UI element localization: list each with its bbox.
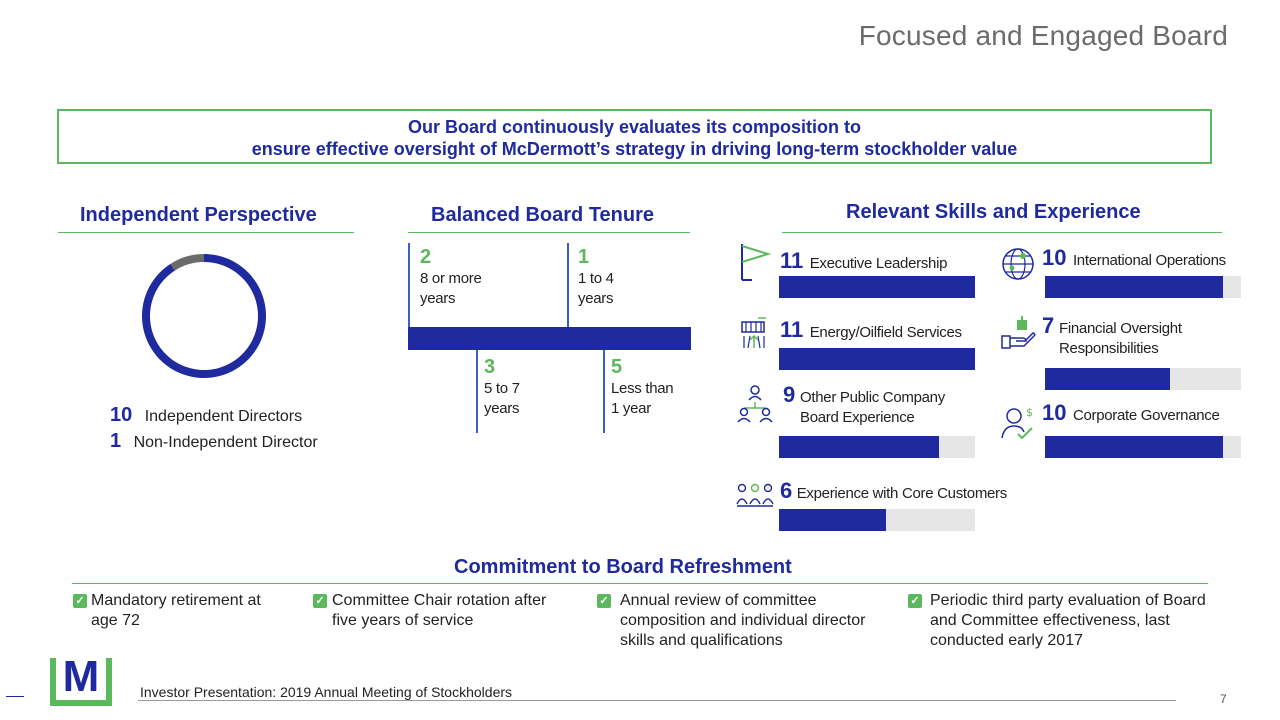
independence-donut-chart [141,254,266,378]
person-check-icon: $ [1000,404,1036,442]
hand-money-icon [1000,316,1038,350]
skill-count: 11 [780,248,804,273]
tenure-connector [408,243,410,327]
skill-bar-track [1045,368,1241,390]
footer-rule [138,700,1176,701]
tenure-count: 3 [484,356,496,378]
skill-bar-fill [1045,368,1170,390]
skill-count: 11 [780,317,804,342]
skill-label-row: 11 Energy/Oilfield Services [780,317,962,343]
skill-count: 10 [1042,400,1067,425]
skill-bar-fill [1045,436,1224,458]
skill-bar-track [779,348,975,370]
skill-bar-fill [779,348,975,370]
skill-bar-fill [1045,276,1224,298]
tenure-connector [476,350,478,433]
skill-bar-track [1045,276,1241,298]
tenure-heading: Balanced Board Tenure [431,204,655,226]
tenure-connector [603,350,605,433]
skill-label: Experience with Core Customers [796,485,1008,502]
skill-bar-fill [779,276,975,298]
tenure-item-1to4: 1 1 to 4 years [578,246,678,309]
legend-independent: 10 Independent Directors [110,404,302,427]
tenure-count: 1 [578,246,590,268]
check-icon: ✓ [908,594,922,608]
independent-label: Independent Directors [144,408,303,425]
skill-label: Executive Leadership [809,255,948,272]
tenure-rule [408,232,690,233]
company-logo: M [50,652,112,706]
tenure-count: 5 [611,356,623,378]
skill-bar-track [779,509,975,531]
skill-label: Energy/Oilfield Services [809,324,962,341]
skill-label: International Operations [1072,252,1226,269]
skill-count: 6 [780,478,793,503]
skill-bar-track [779,276,975,298]
skill-label-row: 11 Executive Leadership [780,248,947,274]
skill-label: Other Public Company Board Experience [800,389,945,426]
org-chart-icon [736,384,774,424]
tenure-item-5to7: 3 5 to 7 years [484,356,584,419]
banner-line-1: Our Board continuously evaluates its com… [407,117,862,137]
tenure-label: 1 to 4 years [578,270,614,307]
refreshment-item: Mandatory retirement at age 72 [91,592,261,629]
summary-banner: Our Board continuously evaluates its com… [57,109,1212,164]
tenure-item-less1: 5 Less than 1 year [611,356,691,419]
skill-bar-track [1045,436,1241,458]
skill-label: Corporate Governance [1072,407,1220,424]
skill-bar-fill [779,436,940,458]
independent-heading: Independent Perspective [80,204,317,226]
tenure-connector [567,243,569,327]
independent-rule [58,232,354,233]
svg-text:$: $ [1026,406,1033,419]
refreshment-item: Periodic third party evaluation of Board… [930,592,1206,649]
independent-count: 10 [110,404,133,426]
tenure-label: 5 to 7 years [484,380,520,417]
legend-non-independent: 1 Non-Independent Director [110,430,318,453]
page-number: 7 [1220,692,1227,706]
check-icon: ✓ [597,594,611,608]
tenure-label: Less than 1 year [611,380,674,417]
skills-rule [782,232,1222,233]
refreshment-item: Annual review of committee composition a… [620,592,866,649]
tenure-count: 2 [420,246,432,268]
skill-label-row: 10 International Operations [1042,245,1226,271]
tenure-item-8plus: 2 8 or more years [420,246,560,309]
skill-count: 7 [1042,313,1055,338]
skill-count: 9 [783,382,796,407]
skill-bar-fill [779,509,886,531]
oil-platform-icon [736,314,772,350]
refreshment-rule [72,583,1208,584]
logo-letter: M [62,652,100,701]
skill-label-row: 6 Experience with Core Customers [780,478,1007,504]
donut-slice-independent [141,254,266,378]
non-independent-count: 1 [110,430,122,452]
non-independent-label: Non-Independent Director [133,434,318,451]
tenure-label: 8 or more years [420,270,482,307]
donut-slice-non-independent [170,254,204,271]
footer-text: Investor Presentation: 2019 Annual Meeti… [140,684,513,700]
check-icon: ✓ [313,594,327,608]
skill-label-row: 10 Corporate Governance [1042,400,1220,426]
page-title: Focused and Engaged Board [858,20,1228,51]
globe-icon [1000,246,1036,282]
flag-icon [738,242,772,282]
banner-line-2: ensure effective oversight of McDermott’… [251,139,1018,159]
people-group-icon [736,482,774,510]
refreshment-item: Committee Chair rotation after five year… [332,592,547,629]
skills-heading: Relevant Skills and Experience [846,201,1141,223]
refreshment-heading: Commitment to Board Refreshment [454,556,792,578]
footer-left-dash [6,696,24,697]
skill-count: 10 [1042,245,1067,270]
check-icon: ✓ [73,594,87,608]
skill-bar-track [779,436,975,458]
skill-label: Financial Oversight Responsibilities [1059,320,1182,357]
tenure-timeline-bar [408,327,691,350]
